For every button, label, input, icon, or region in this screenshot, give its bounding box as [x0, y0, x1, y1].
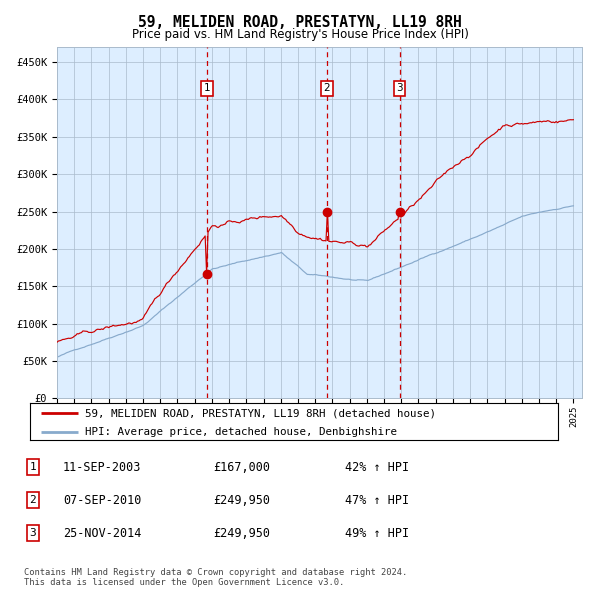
- Text: £249,950: £249,950: [213, 527, 270, 540]
- Text: 25-NOV-2014: 25-NOV-2014: [63, 527, 142, 540]
- Text: £167,000: £167,000: [213, 461, 270, 474]
- Text: 59, MELIDEN ROAD, PRESTATYN, LL19 8RH (detached house): 59, MELIDEN ROAD, PRESTATYN, LL19 8RH (d…: [85, 409, 436, 419]
- Text: 07-SEP-2010: 07-SEP-2010: [63, 494, 142, 507]
- Text: 49% ↑ HPI: 49% ↑ HPI: [345, 527, 409, 540]
- Text: 3: 3: [29, 529, 37, 538]
- Text: Price paid vs. HM Land Registry's House Price Index (HPI): Price paid vs. HM Land Registry's House …: [131, 28, 469, 41]
- Text: 2: 2: [323, 83, 330, 93]
- Text: 42% ↑ HPI: 42% ↑ HPI: [345, 461, 409, 474]
- Text: 1: 1: [203, 83, 210, 93]
- Text: 3: 3: [396, 83, 403, 93]
- Text: Contains HM Land Registry data © Crown copyright and database right 2024.
This d: Contains HM Land Registry data © Crown c…: [24, 568, 407, 587]
- Text: 59, MELIDEN ROAD, PRESTATYN, LL19 8RH: 59, MELIDEN ROAD, PRESTATYN, LL19 8RH: [138, 15, 462, 30]
- Text: HPI: Average price, detached house, Denbighshire: HPI: Average price, detached house, Denb…: [85, 427, 397, 437]
- Text: 47% ↑ HPI: 47% ↑ HPI: [345, 494, 409, 507]
- Text: 11-SEP-2003: 11-SEP-2003: [63, 461, 142, 474]
- Text: 1: 1: [29, 463, 37, 472]
- Text: £249,950: £249,950: [213, 494, 270, 507]
- Text: 2: 2: [29, 496, 37, 505]
